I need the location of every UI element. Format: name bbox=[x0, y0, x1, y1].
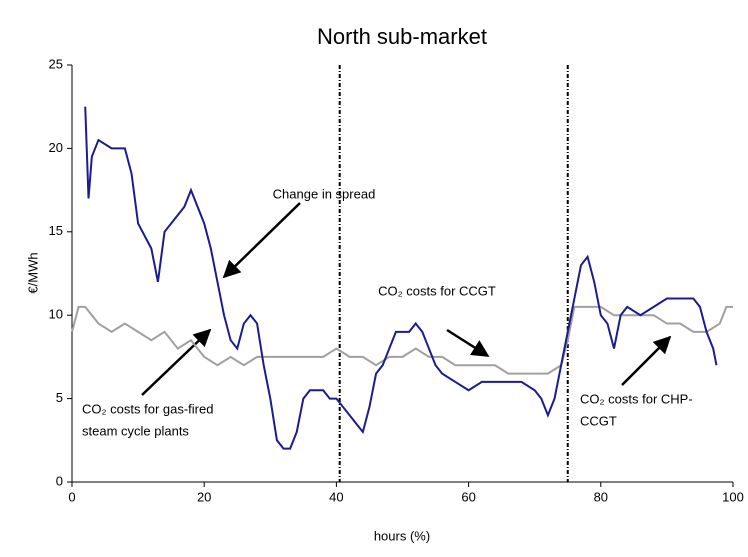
x-tick-label: 100 bbox=[722, 489, 744, 504]
y-tick-label: 15 bbox=[49, 223, 63, 238]
arrow bbox=[621, 335, 672, 386]
y-tick-label: 25 bbox=[49, 56, 63, 71]
line bbox=[71, 305, 733, 375]
chart-title: North sub-market bbox=[317, 24, 487, 49]
y-axis-label: €/MWh bbox=[25, 252, 40, 293]
annotation: Change in spread bbox=[273, 186, 376, 201]
x-tick-label: 60 bbox=[461, 489, 475, 504]
annotation: CO₂ costs for CCGT bbox=[378, 283, 496, 298]
x-axis-label: hours (%) bbox=[374, 528, 430, 543]
arrow bbox=[222, 202, 301, 279]
x-tick-label: 0 bbox=[68, 489, 75, 504]
x-tick-label: 80 bbox=[594, 489, 608, 504]
arrow bbox=[446, 328, 490, 358]
line bbox=[84, 106, 718, 450]
x-tick-label: 20 bbox=[197, 489, 211, 504]
y-tick-label: 0 bbox=[56, 473, 63, 488]
y-tick-label: 5 bbox=[56, 390, 63, 405]
y-tick-label: 20 bbox=[49, 140, 63, 155]
annotation: steam cycle plants bbox=[82, 423, 189, 438]
annotation: CCGT bbox=[580, 413, 617, 428]
annotation: CO₂ costs for CHP- bbox=[580, 391, 693, 406]
annotation: CO₂ costs for gas-fired bbox=[82, 401, 213, 416]
y-tick-label: 10 bbox=[49, 307, 63, 322]
x-tick-label: 40 bbox=[329, 489, 343, 504]
arrow bbox=[141, 328, 212, 396]
